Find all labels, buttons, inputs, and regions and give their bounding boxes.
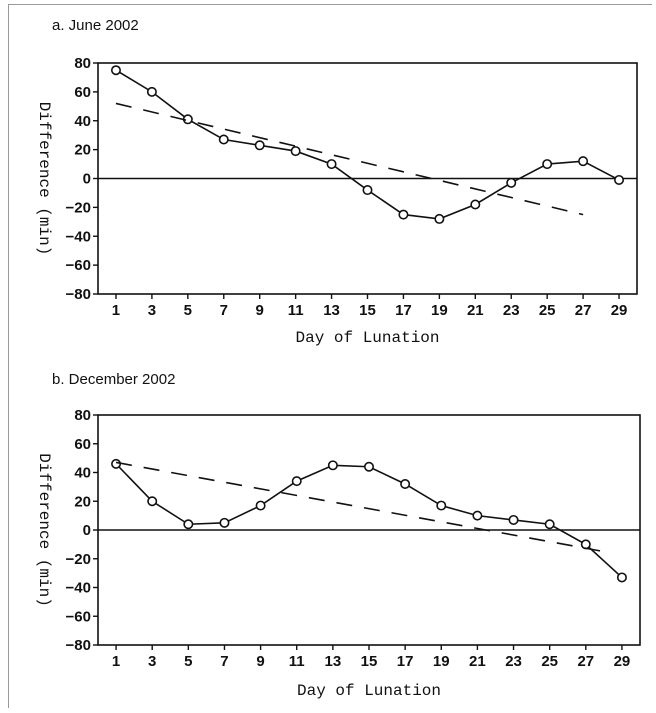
x-tick-label: 9 bbox=[256, 302, 264, 319]
y-tick-label: 40 bbox=[74, 465, 91, 482]
y-tick-label: 60 bbox=[74, 84, 91, 101]
y-tick-label: −20 bbox=[66, 199, 91, 216]
y-tick-label: 0 bbox=[83, 171, 91, 188]
x-tick-label: 5 bbox=[184, 653, 192, 670]
y-tick-label: 80 bbox=[74, 407, 91, 424]
x-tick-label: 25 bbox=[539, 302, 556, 319]
data-point bbox=[290, 146, 301, 157]
y-tick-label: −60 bbox=[66, 257, 91, 274]
data-point bbox=[400, 478, 411, 489]
data-point bbox=[434, 213, 445, 224]
data-point bbox=[398, 209, 409, 220]
x-tick-label: 1 bbox=[112, 653, 120, 670]
data-point bbox=[578, 156, 589, 167]
x-tick-label: 19 bbox=[431, 302, 448, 319]
y-tick-label: −40 bbox=[66, 228, 91, 245]
x-tick-label: 7 bbox=[220, 302, 228, 319]
x-axis-label: Day of Lunation bbox=[297, 682, 441, 700]
x-tick-label: 29 bbox=[614, 653, 631, 670]
x-tick-label: 13 bbox=[325, 653, 342, 670]
data-point bbox=[147, 496, 158, 507]
y-tick-label: −80 bbox=[66, 286, 91, 303]
data-point bbox=[470, 199, 481, 210]
y-tick-label: 40 bbox=[74, 113, 91, 130]
y-tick-label: 20 bbox=[74, 142, 91, 159]
y-axis-label: Difference (min) bbox=[35, 453, 53, 607]
x-tick-label: 3 bbox=[148, 653, 156, 670]
x-tick-label: 23 bbox=[503, 302, 520, 319]
x-tick-label: 21 bbox=[467, 302, 484, 319]
y-tick-label: 20 bbox=[74, 493, 91, 510]
y-tick-label: −80 bbox=[66, 637, 91, 654]
x-tick-label: 9 bbox=[256, 653, 264, 670]
x-tick-label: 3 bbox=[148, 302, 156, 319]
data-point bbox=[183, 519, 194, 530]
x-tick-label: 29 bbox=[611, 302, 628, 319]
data-point bbox=[616, 572, 627, 583]
chart-title: b. December 2002 bbox=[52, 371, 175, 388]
data-point bbox=[110, 65, 121, 76]
chart-title: a. June 2002 bbox=[52, 17, 139, 34]
x-tick-label: 23 bbox=[505, 653, 522, 670]
x-tick-label: 25 bbox=[541, 653, 558, 670]
x-tick-label: 7 bbox=[220, 653, 228, 670]
y-axis-label: Difference (min) bbox=[35, 102, 53, 256]
data-point bbox=[363, 461, 374, 472]
data-point bbox=[472, 510, 483, 521]
x-tick-label: 21 bbox=[469, 653, 486, 670]
data-line bbox=[115, 463, 623, 579]
y-tick-label: 60 bbox=[74, 436, 91, 453]
x-tick-label: 19 bbox=[433, 653, 450, 670]
data-point bbox=[362, 185, 373, 196]
y-tick-label: 0 bbox=[83, 522, 91, 539]
data-point bbox=[326, 159, 337, 170]
data-point bbox=[218, 134, 229, 145]
x-tick-label: 13 bbox=[323, 302, 340, 319]
x-tick-label: 15 bbox=[359, 302, 376, 319]
data-point bbox=[254, 140, 265, 151]
data-point bbox=[580, 539, 591, 550]
trend-line-dashed bbox=[115, 102, 584, 216]
x-tick-label: 15 bbox=[361, 653, 378, 670]
figure-frame bbox=[8, 4, 652, 708]
x-tick-label: 17 bbox=[395, 302, 412, 319]
y-tick-label: −40 bbox=[66, 580, 91, 597]
data-point bbox=[146, 86, 157, 97]
x-tick-label: 1 bbox=[112, 302, 120, 319]
data-point bbox=[506, 177, 517, 188]
x-tick-label: 27 bbox=[577, 653, 594, 670]
y-tick-label: 80 bbox=[74, 55, 91, 72]
data-point bbox=[219, 517, 230, 528]
x-tick-label: 5 bbox=[184, 302, 192, 319]
x-tick-label: 11 bbox=[288, 302, 304, 319]
x-axis-label: Day of Lunation bbox=[295, 329, 439, 347]
data-point bbox=[327, 460, 338, 471]
data-point bbox=[255, 500, 266, 511]
data-point bbox=[291, 476, 302, 487]
y-tick-label: −20 bbox=[66, 551, 91, 568]
y-tick-label: −60 bbox=[66, 608, 91, 625]
data-point bbox=[542, 159, 553, 170]
data-point bbox=[544, 519, 555, 530]
x-tick-label: 27 bbox=[575, 302, 592, 319]
x-tick-label: 11 bbox=[289, 653, 305, 670]
trend-line-dashed bbox=[115, 461, 605, 553]
data-point bbox=[508, 514, 519, 525]
x-tick-label: 17 bbox=[397, 653, 414, 670]
data-point bbox=[436, 500, 447, 511]
data-line bbox=[115, 69, 620, 220]
data-point bbox=[111, 458, 122, 469]
data-point bbox=[614, 174, 625, 185]
